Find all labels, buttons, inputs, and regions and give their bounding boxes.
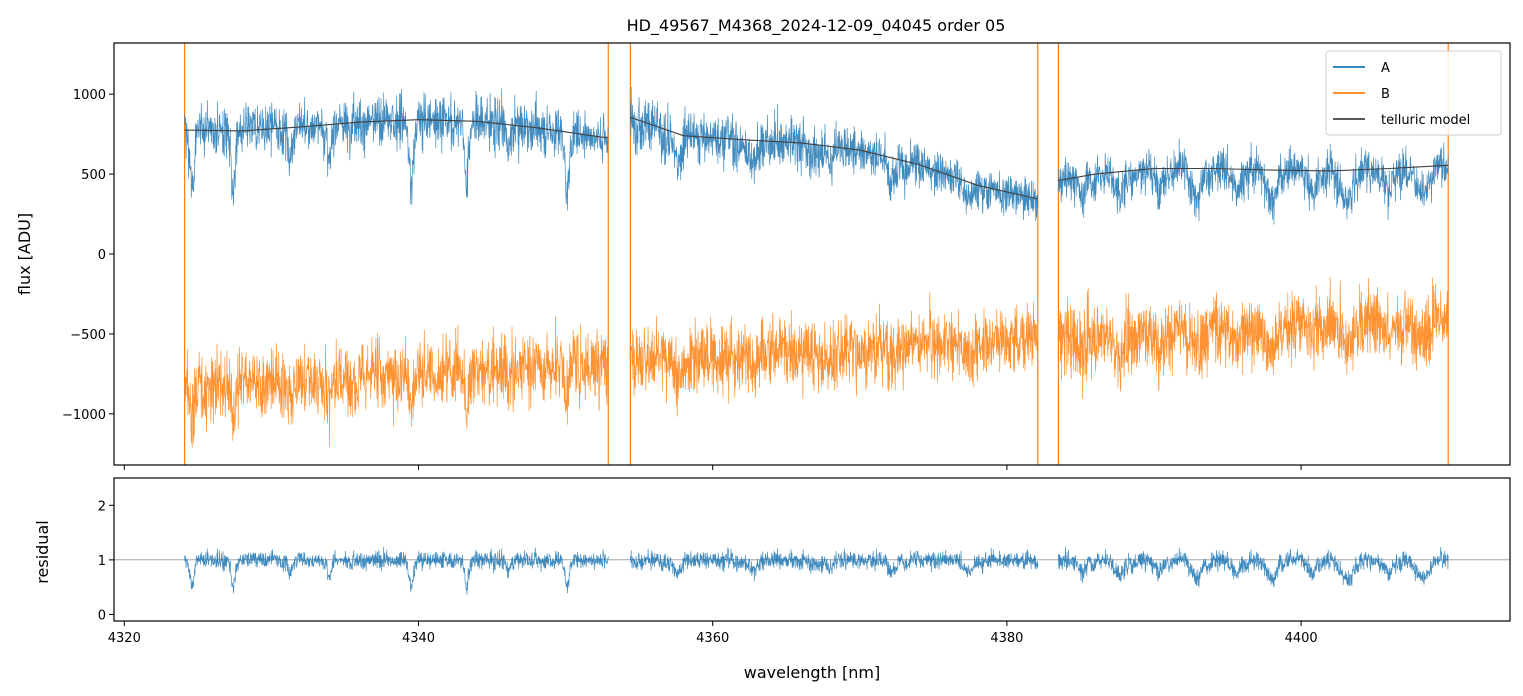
x-tick-label: 4360 (696, 631, 729, 646)
telluric-model-line (184, 116, 1449, 200)
telluric-model-segment-2 (1058, 164, 1449, 182)
x-tick-label: 4380 (990, 631, 1023, 646)
residual-segment-0 (184, 547, 609, 595)
legend-label-b: B (1381, 87, 1390, 102)
series-a-segment-1 (629, 86, 1039, 222)
flux-y-tick-label: −500 (70, 328, 106, 343)
flux-y-tick-label: 1000 (73, 88, 106, 103)
residual-y-tick-label: 0 (98, 608, 106, 623)
x-tick-label: 4340 (402, 631, 435, 646)
x-axis-label: wavelength [nm] (744, 663, 881, 682)
series-a-line (184, 86, 1449, 225)
series-b-segment-1 (629, 292, 1039, 417)
legend-label-a: A (1381, 61, 1390, 76)
residual-segment-1 (629, 547, 1039, 582)
flux-y-label: flux [ADU] (15, 213, 34, 295)
residual-x-axis: 4320 4340 4360 4380 4400 (108, 621, 1318, 646)
flux-y-tick-label: −1000 (62, 408, 106, 423)
residual-y-axis: 0 1 2 (98, 499, 114, 623)
residual-y-label: residual (33, 520, 52, 583)
series-a-segment-2 (1058, 138, 1449, 225)
series-a-segment-0 (184, 88, 609, 211)
residual-segment-2 (1058, 546, 1449, 588)
x-tick-label: 4320 (108, 631, 141, 646)
legend: A B telluric model (1325, 50, 1502, 136)
chart-title: HD_49567_M4368_2024-12-09_04045 order 05 (627, 16, 1006, 36)
telluric-model-segment-1 (630, 116, 1038, 200)
residual-y-tick-label: 2 (98, 499, 106, 514)
flux-y-tick-label: 0 (98, 248, 106, 263)
legend-frame (1325, 50, 1502, 136)
telluric-model-segment-0 (184, 119, 609, 139)
residual-panel-frame (113, 477, 1511, 622)
flux-y-axis: −1000 −500 0 500 1000 (62, 88, 114, 423)
x-tick-label: 4400 (1285, 631, 1318, 646)
flux-x-ticks (123, 465, 1302, 470)
flux-y-tick-label: 500 (81, 168, 106, 183)
residual-series-line (184, 546, 1449, 595)
series-b-segment-0 (184, 315, 609, 448)
residual-y-tick-label: 1 (98, 554, 106, 569)
legend-label-telluric: telluric model (1381, 113, 1470, 128)
series-b-segment-2 (1058, 276, 1449, 400)
residual-panel: 0 1 2 4320 4340 4360 4380 4400 residual wavele… (33, 477, 1511, 682)
